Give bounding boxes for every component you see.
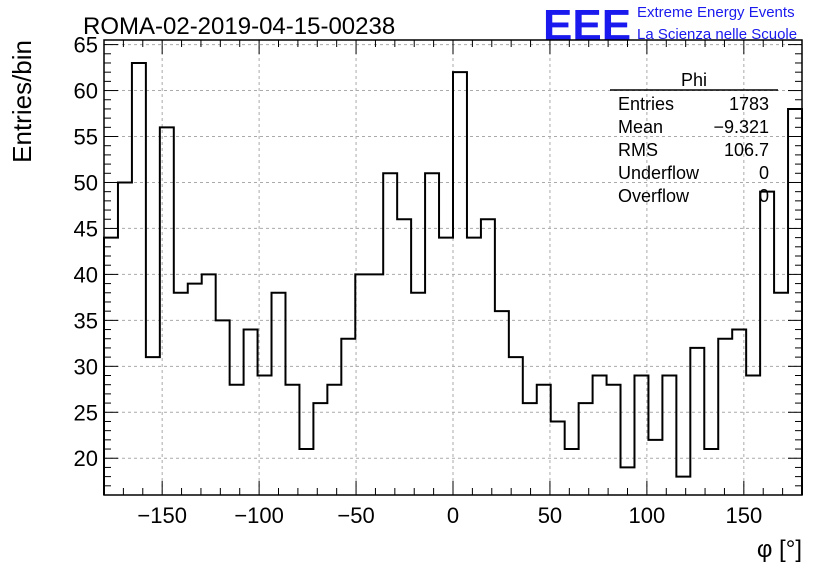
histogram-bin	[383, 173, 397, 495]
histogram-bin	[537, 385, 551, 495]
stats-box: Phi Entries 1783 Mean −9.321 RMS 106.7 Underfl…	[610, 70, 778, 206]
y-tick-label: 30	[74, 354, 98, 379]
x-tick-label: −50	[337, 503, 374, 528]
histogram-bin	[509, 357, 523, 495]
y-tick-label: 25	[74, 400, 98, 425]
y-tick-label: 20	[74, 446, 98, 471]
histogram-bin	[565, 449, 579, 495]
histogram-bin	[746, 376, 760, 495]
histogram-bin	[313, 403, 327, 495]
y-tick-label: 35	[74, 308, 98, 333]
histogram-bin	[355, 274, 369, 495]
eee-logo-mark: EEE	[543, 1, 631, 50]
histogram-outline	[103, 61, 803, 495]
histogram-bin	[676, 477, 690, 495]
eee-logo-line2: La Scienza nelle Scuole	[637, 26, 797, 43]
y-axis-label: Entries/bin	[7, 40, 37, 163]
histogram-bin	[272, 293, 286, 495]
x-tick-label: 100	[629, 503, 666, 528]
eee-logo: EEE Extreme Energy Events La Scienza nel…	[543, 1, 797, 50]
stats-row-value: 1783	[729, 94, 769, 114]
histogram-bin	[718, 339, 732, 495]
histogram-bin	[634, 376, 648, 495]
stats-rows: Entries 1783 Mean −9.321 RMS 106.7 Underflow 0 O…	[618, 94, 769, 206]
stats-row-label: Overflow	[618, 186, 690, 206]
histogram-bin	[299, 449, 313, 495]
histogram-bin	[327, 385, 341, 495]
stats-row-label: Underflow	[618, 163, 700, 183]
y-tick-label: 45	[74, 216, 98, 241]
histogram-bin	[495, 311, 509, 495]
histogram-bin	[607, 385, 621, 495]
histogram-bin	[285, 385, 299, 495]
histogram-bin	[425, 173, 439, 495]
histogram-bin	[174, 293, 188, 495]
histogram-bin	[397, 219, 411, 495]
stats-row-value: 106.7	[724, 140, 769, 160]
stats-row-value: −9.321	[713, 117, 769, 137]
histogram-bin	[593, 376, 607, 495]
y-tick-label: 65	[74, 33, 98, 58]
stats-row-label: RMS	[618, 140, 658, 160]
histogram-bin	[411, 293, 425, 495]
eee-logo-line1: Extreme Energy Events	[637, 4, 795, 21]
histogram-bin	[188, 284, 202, 495]
histogram-bin	[369, 274, 383, 495]
x-tick-label: 150	[725, 503, 762, 528]
y-tick-label: 40	[74, 262, 98, 287]
histogram-bin	[704, 449, 718, 495]
y-tick-label: 55	[74, 125, 98, 150]
histogram-bin	[690, 348, 704, 495]
histogram-bin	[230, 385, 244, 495]
histogram-bin	[341, 339, 355, 495]
x-tick-label: 50	[538, 503, 562, 528]
y-tick-label: 60	[74, 79, 98, 104]
stats-box-title: Phi	[681, 70, 707, 90]
histogram-bin	[774, 293, 788, 495]
histogram-bars	[103, 61, 803, 495]
chart-title: ROMA-02-2019-04-15-00238	[83, 13, 395, 40]
histogram-bin	[481, 219, 495, 495]
histogram-bin	[132, 63, 146, 495]
x-tick-label: −100	[234, 503, 284, 528]
stats-row-value: 0	[759, 163, 769, 183]
histogram-bin	[258, 376, 272, 495]
histogram-bin	[216, 320, 230, 495]
x-axis-ticks: −150 −100 −50 0 50 100 150	[103, 40, 803, 528]
x-tick-label: 0	[447, 503, 459, 528]
histogram-bin	[453, 72, 467, 495]
y-tick-label: 50	[74, 170, 98, 195]
histogram-bin	[648, 440, 662, 495]
histogram-bin	[760, 192, 774, 495]
histogram-bin	[523, 403, 537, 495]
histogram-bin	[579, 403, 593, 495]
stats-row-label: Mean	[618, 117, 663, 137]
x-axis-label: φ [°]	[757, 536, 802, 563]
histogram-bin	[202, 274, 216, 495]
histogram-bin	[146, 357, 160, 495]
stats-row-label: Entries	[618, 94, 674, 114]
histogram-bin	[662, 376, 676, 495]
y-axis-ticks: 20 25 30 35 40 45 50 55 60 65	[74, 33, 802, 496]
x-tick-label: −150	[137, 503, 187, 528]
stats-row-value: 0	[759, 186, 769, 206]
histogram-bin	[118, 182, 132, 495]
